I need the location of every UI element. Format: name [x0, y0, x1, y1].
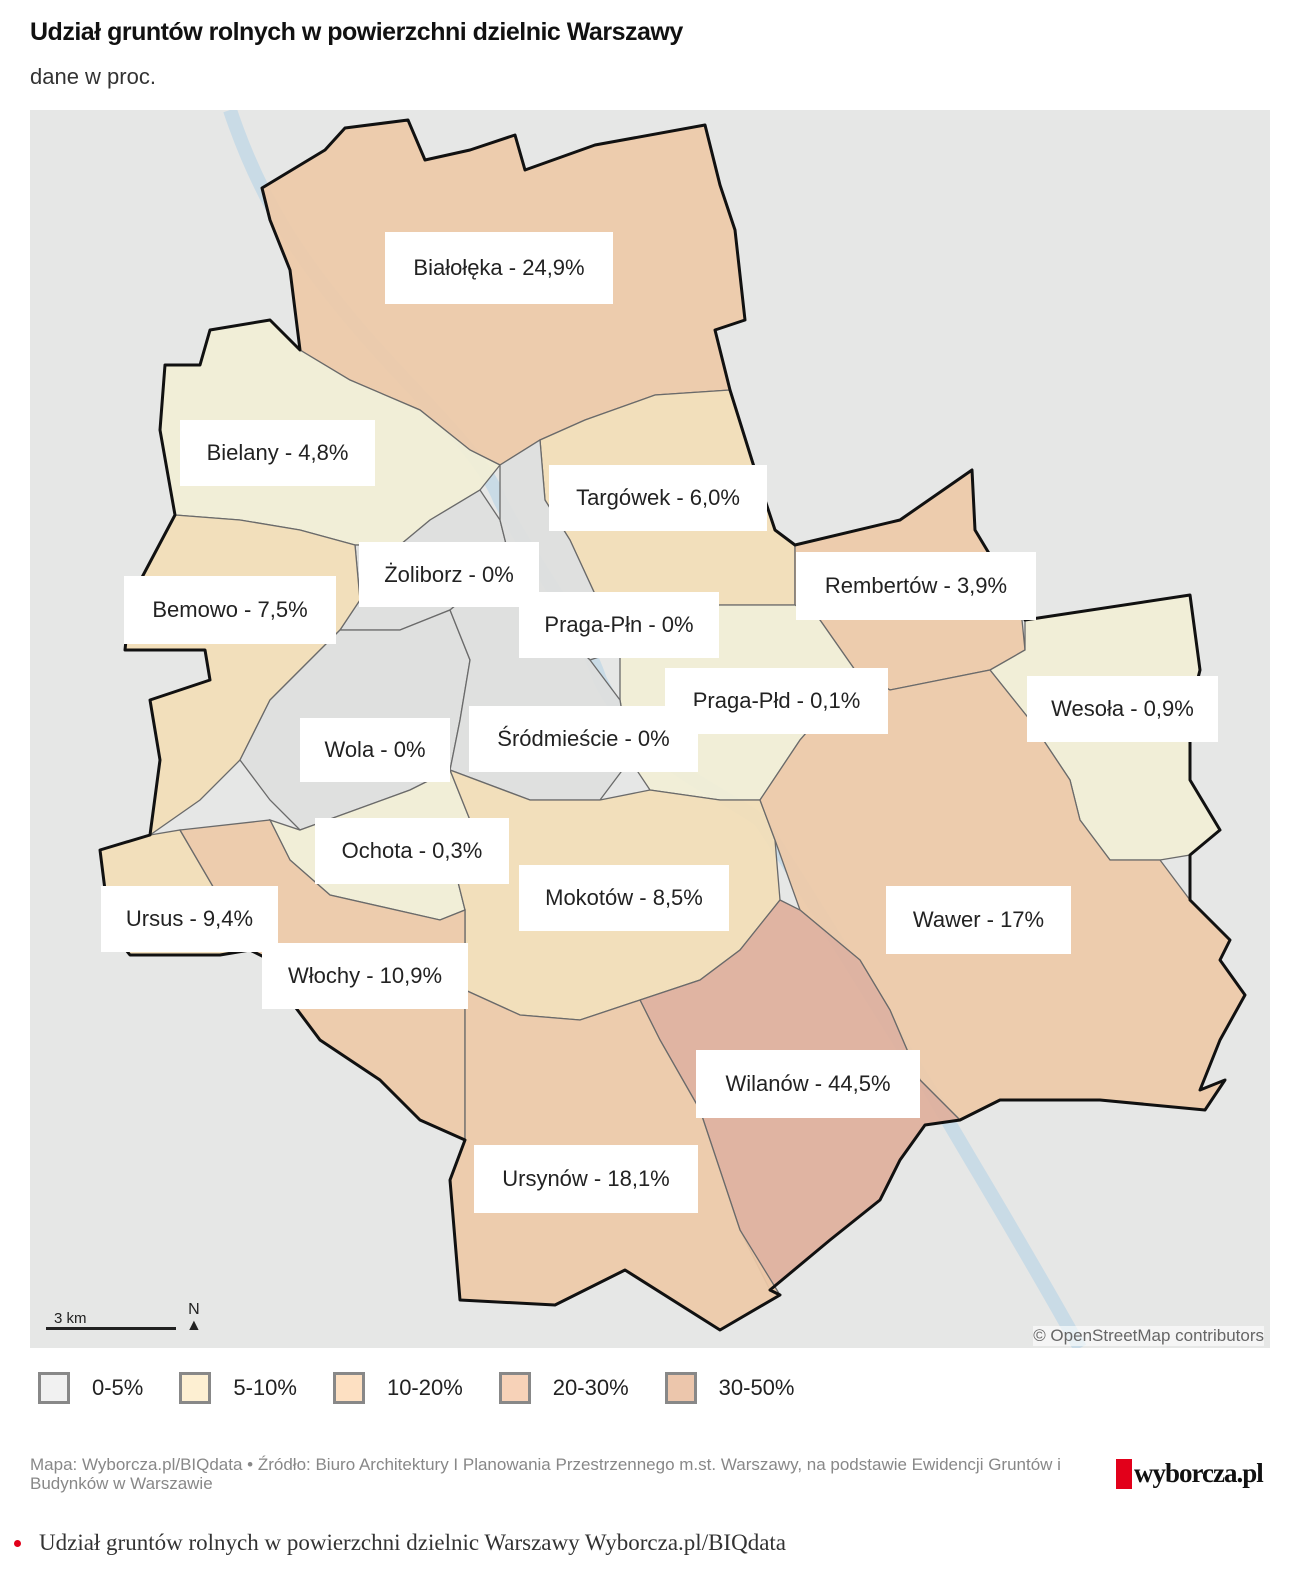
district-label: Wilanów - 44,5% [696, 1050, 920, 1118]
district-label: Rembertów - 3,9% [796, 552, 1036, 620]
source-note: Mapa: Wyborcza.pl/BIQdata • Źródło: Biur… [30, 1455, 1061, 1493]
district-label: Mokotów - 8,5% [519, 865, 729, 931]
district-label: Śródmieście - 0% [469, 706, 698, 772]
legend-item: 5-10% [179, 1372, 297, 1404]
district-label: Białołęka - 24,9% [385, 232, 613, 304]
map: Białołęka - 24,9% Bielany - 4,8% Targówek … [30, 110, 1270, 1348]
legend-swatch [179, 1372, 212, 1404]
scale-bar: 3 km [46, 1310, 176, 1330]
bullet-icon [14, 1539, 21, 1547]
district-label: Ursynów - 18,1% [474, 1145, 698, 1213]
attribution: © OpenStreetMap contributors [1033, 1326, 1264, 1346]
legend-item: 30-50% [664, 1372, 794, 1404]
legend-swatch [332, 1372, 365, 1404]
chart-title: Udział gruntów rolnych w powierzchni dzi… [30, 18, 683, 46]
district-label: Praga-Płn - 0% [519, 592, 719, 658]
legend: 0-5% 5-10% 10-20% 20-30% 30-50% [38, 1372, 830, 1404]
legend-item: 0-5% [38, 1372, 143, 1404]
district-label: Ochota - 0,3% [315, 818, 509, 884]
district-label: Praga-Płd - 0,1% [665, 668, 888, 734]
legend-swatch [664, 1372, 697, 1404]
district-label: Bemowo - 7,5% [124, 576, 336, 644]
wyborcza-logo[interactable]: wyborcza.pl [1116, 1458, 1264, 1489]
legend-item: 10-20% [332, 1372, 463, 1404]
district-label: Ursus - 9,4% [101, 886, 278, 952]
district-label: Wawer - 17% [886, 886, 1071, 954]
north-arrow-icon: N ▲ [186, 1301, 202, 1334]
district-label: Wesoła - 0,9% [1027, 676, 1218, 742]
district-label: Włochy - 10,9% [262, 943, 468, 1009]
district-label: Wola - 0% [300, 718, 450, 782]
image-caption: Udział gruntów rolnych w powierzchni dzi… [14, 1530, 786, 1556]
legend-swatch [498, 1372, 531, 1404]
legend-item: 20-30% [498, 1372, 629, 1404]
district-label: Żoliborz - 0% [359, 542, 539, 607]
district-label: Targówek - 6,0% [549, 465, 767, 531]
district-label: Bielany - 4,8% [180, 420, 375, 486]
legend-swatch [38, 1372, 70, 1404]
chart-subtitle: dane w proc. [30, 64, 156, 89]
